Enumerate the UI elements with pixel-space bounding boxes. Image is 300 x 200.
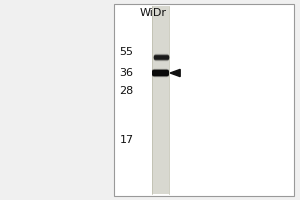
Text: WiDr: WiDr xyxy=(140,8,166,18)
Polygon shape xyxy=(170,69,180,77)
Bar xyxy=(152,6,169,194)
Bar xyxy=(114,4,294,196)
Text: 55: 55 xyxy=(119,47,134,57)
Text: 28: 28 xyxy=(119,86,134,96)
Text: 36: 36 xyxy=(119,68,134,78)
Text: 17: 17 xyxy=(119,135,134,145)
